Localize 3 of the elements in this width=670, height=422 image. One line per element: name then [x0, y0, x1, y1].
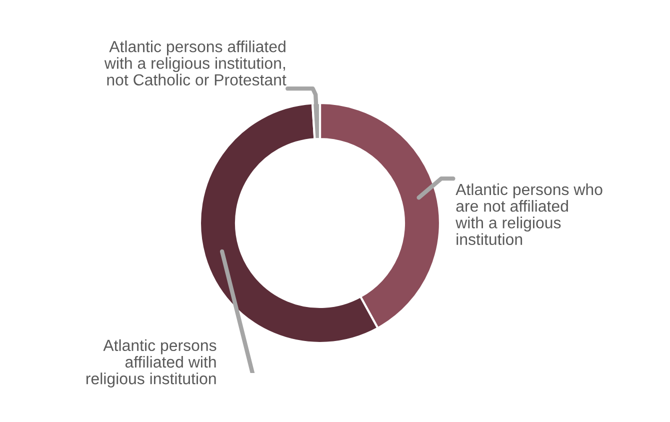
- slice-label: Atlantic persons who are not affiliated with a religious institution: [456, 183, 602, 246]
- slice-label: Atlantic persons affiliated with a religious institution, not Catholic or Protestant: [104, 40, 286, 86]
- slice-label: Atlantic persons affiliated with religious institution: [86, 339, 216, 388]
